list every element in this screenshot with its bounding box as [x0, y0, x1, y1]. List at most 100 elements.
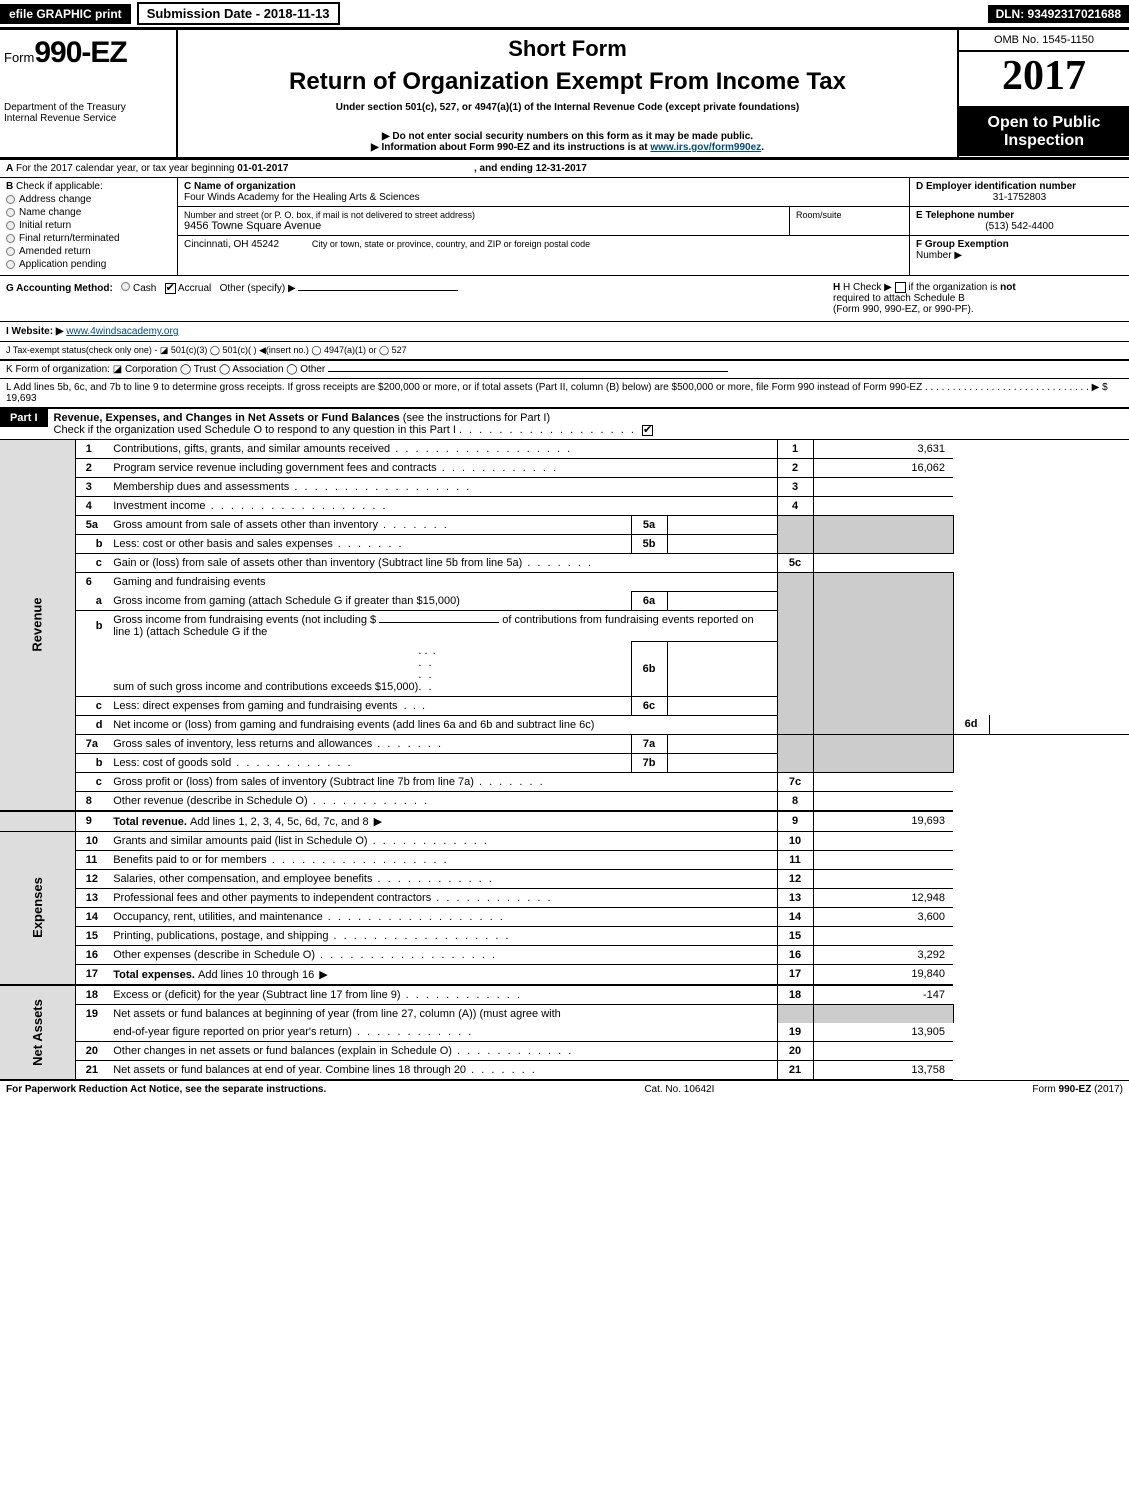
- dots-icon: [437, 462, 558, 474]
- dots-icon: [206, 500, 388, 512]
- grey-cell: [777, 573, 813, 735]
- radio-icon: [6, 260, 15, 269]
- line-desc: Net income or (loss) from gaming and fun…: [109, 715, 777, 734]
- line-desc-text: Investment income: [113, 500, 205, 512]
- line-10: Expenses 10 Grants and similar amounts p…: [0, 831, 1129, 850]
- right-num: 17: [777, 964, 813, 985]
- line-5c: c Gain or (loss) from sale of assets oth…: [0, 554, 1129, 573]
- line-desc: Total revenue. Add lines 1, 2, 3, 4, 5c,…: [109, 811, 777, 832]
- section-k: K Form of organization: ◪ Corporation ◯ …: [0, 361, 1129, 379]
- k-text: K Form of organization: ◪ Corporation ◯ …: [6, 364, 325, 375]
- line-desc-text: Program service revenue including govern…: [113, 462, 436, 474]
- line-11: 11 Benefits paid to or for members 11: [0, 850, 1129, 869]
- line-desc: Gross income from fundraising events (no…: [109, 611, 777, 642]
- line-5b: b Less: cost or other basis and sales ex…: [0, 535, 1129, 554]
- right-num: 6d: [953, 715, 989, 734]
- info-about-link[interactable]: www.irs.gov/form990ez: [650, 142, 761, 153]
- b-opt-name-change[interactable]: Name change: [6, 207, 171, 218]
- line-1: Revenue 1 Contributions, gifts, grants, …: [0, 440, 1129, 459]
- info-about-pre: ▶ Information about Form 990-EZ and its …: [371, 142, 650, 153]
- header-right: OMB No. 1545-1150 2017 Open to Public In…: [959, 30, 1129, 157]
- grey-cell: [813, 516, 953, 554]
- checkbox-icon[interactable]: [642, 425, 653, 436]
- b-opt-final-return[interactable]: Final return/terminated: [6, 233, 171, 244]
- b-opt-label: Name change: [19, 207, 81, 218]
- footer-right-pre: Form: [1032, 1084, 1058, 1095]
- dept-treasury: Department of the Treasury: [4, 102, 172, 113]
- line-num: 1: [75, 440, 109, 459]
- line-17-pre: Total expenses.: [113, 969, 198, 981]
- dots-icon: [474, 776, 545, 788]
- right-num: 18: [777, 985, 813, 1005]
- grey-cell: [777, 1004, 813, 1023]
- line-desc-text: end-of-year figure reported on prior yea…: [113, 1026, 352, 1038]
- a-end-date: 12-31-2017: [536, 163, 587, 174]
- right-val: [813, 478, 953, 497]
- dots-icon: [328, 930, 510, 942]
- mini-val: [667, 734, 777, 753]
- line-num: 18: [75, 985, 109, 1005]
- mini-num: 7a: [631, 734, 667, 753]
- right-val: [813, 869, 953, 888]
- e-phone: (513) 542-4400: [916, 221, 1123, 232]
- footer: For Paperwork Reduction Act Notice, see …: [0, 1080, 1129, 1098]
- line-desc: Printing, publications, postage, and shi…: [109, 926, 777, 945]
- b-opt-application-pending[interactable]: Application pending: [6, 259, 171, 270]
- line-desc-text: Gross amount from sale of assets other t…: [113, 519, 378, 531]
- line-desc: Gain or (loss) from sale of assets other…: [109, 554, 777, 573]
- right-num: 20: [777, 1041, 813, 1060]
- line-3: 3 Membership dues and assessments 3: [0, 478, 1129, 497]
- line-num: c: [75, 696, 109, 715]
- b-opt-label: Initial return: [19, 220, 71, 231]
- right-num: 3: [777, 478, 813, 497]
- mini-val: [667, 516, 777, 535]
- line-16: 16 Other expenses (describe in Schedule …: [0, 945, 1129, 964]
- right-val: [813, 926, 953, 945]
- line-desc: Other expenses (describe in Schedule O): [109, 945, 777, 964]
- line-num: 7a: [75, 734, 109, 753]
- radio-icon[interactable]: [121, 282, 130, 291]
- website-link[interactable]: www.4windsacademy.org: [66, 326, 178, 337]
- line-desc: Salaries, other compensation, and employ…: [109, 869, 777, 888]
- b-opt-initial-return[interactable]: Initial return: [6, 220, 171, 231]
- checkbox-icon[interactable]: [895, 282, 906, 293]
- line-num: 11: [75, 850, 109, 869]
- d-label: D Employer identification number: [916, 181, 1123, 192]
- checkbox-icon[interactable]: [165, 283, 176, 294]
- bcd-row: B Check if applicable: Address change Na…: [0, 178, 1129, 276]
- b-opt-label: Application pending: [19, 259, 106, 270]
- section-e: E Telephone number (513) 542-4400: [910, 207, 1129, 236]
- line-8: 8 Other revenue (describe in Schedule O)…: [0, 791, 1129, 811]
- line-num: b: [75, 611, 109, 642]
- efile-print-button[interactable]: efile GRAPHIC print: [0, 4, 131, 24]
- line-desc-text: Other changes in net assets or fund bala…: [113, 1045, 452, 1057]
- info-about-line: ▶ Information about Form 990-EZ and its …: [184, 142, 951, 153]
- line-num: c: [75, 772, 109, 791]
- b-opt-amended-return[interactable]: Amended return: [6, 246, 171, 257]
- line-num: 6: [75, 573, 109, 592]
- line-9-pre: Total revenue.: [113, 816, 190, 828]
- a-begin-date: 01-01-2017: [237, 163, 288, 174]
- radio-icon: [6, 221, 15, 230]
- line-num: 15: [75, 926, 109, 945]
- dots-arrow-icon: [369, 816, 385, 828]
- dots-icon: [390, 443, 572, 455]
- line-5a: 5a Gross amount from sale of assets othe…: [0, 516, 1129, 535]
- line-15: 15 Printing, publications, postage, and …: [0, 926, 1129, 945]
- dots-icon: [401, 989, 522, 1001]
- line-12: 12 Salaries, other compensation, and emp…: [0, 869, 1129, 888]
- radio-icon: [6, 208, 15, 217]
- line-desc: Other revenue (describe in Schedule O): [109, 791, 777, 811]
- b-opt-address-change[interactable]: Address change: [6, 194, 171, 205]
- footer-left: For Paperwork Reduction Act Notice, see …: [6, 1084, 326, 1095]
- section-def: D Employer identification number 31-1752…: [909, 178, 1129, 276]
- line-desc: Benefits paid to or for members: [109, 850, 777, 869]
- section-b: B Check if applicable: Address change Na…: [0, 178, 178, 276]
- section-c: C Name of organization Four Winds Academ…: [178, 178, 909, 276]
- radio-icon: [6, 247, 15, 256]
- expenses-label-text: Expenses: [30, 877, 45, 938]
- g-cash: Cash: [133, 283, 156, 294]
- c-city-block: Cincinnati, OH 45242 City or town, state…: [178, 236, 909, 275]
- line-desc-text: Gain or (loss) from sale of assets other…: [113, 557, 522, 569]
- line-desc-text: Benefits paid to or for members: [113, 854, 266, 866]
